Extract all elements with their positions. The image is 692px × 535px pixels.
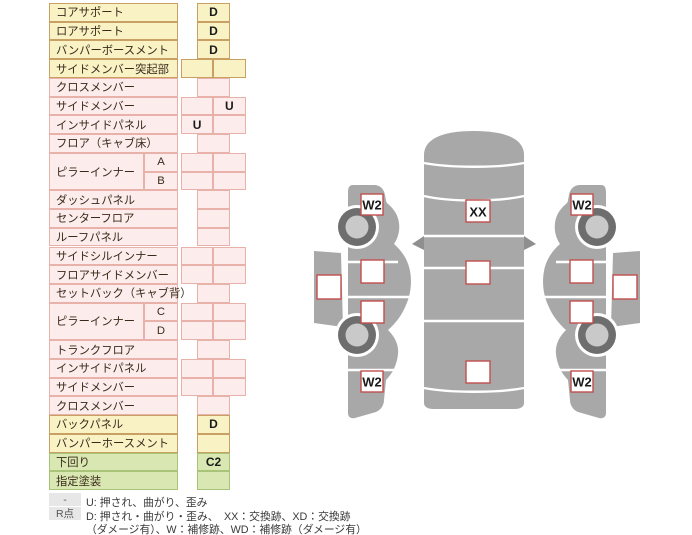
svg-text:W2: W2 [362, 198, 382, 213]
svg-text:W2: W2 [572, 198, 592, 213]
svg-text:W2: W2 [362, 375, 382, 390]
svg-text:XX: XX [469, 205, 487, 220]
svg-text:W2: W2 [572, 375, 592, 390]
